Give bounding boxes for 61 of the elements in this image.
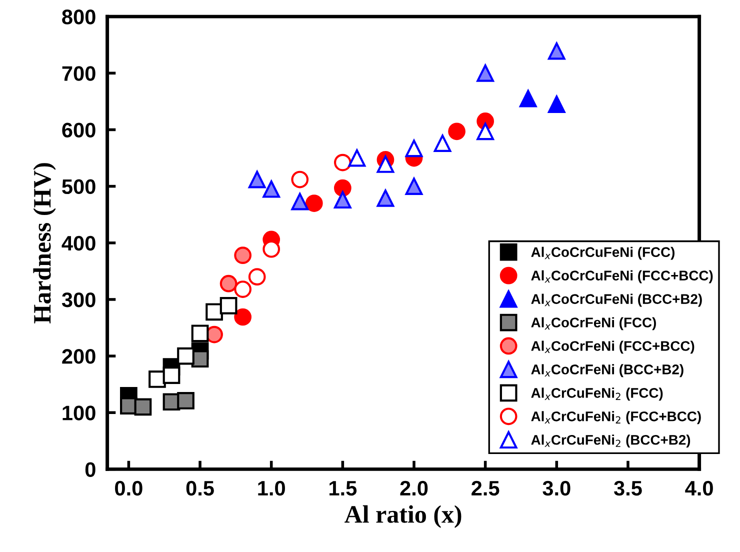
point (262, 180, 280, 198)
point (291, 170, 309, 188)
point (177, 392, 194, 410)
y-tick-label: 300 (62, 292, 96, 308)
point (405, 178, 423, 195)
point (248, 268, 266, 286)
y-tick-label: 600 (62, 122, 96, 138)
point (519, 90, 537, 108)
y-tick-label: 400 (62, 236, 96, 251)
point (234, 308, 252, 326)
point (248, 170, 266, 188)
point (376, 190, 394, 207)
point (305, 194, 323, 212)
point (548, 42, 566, 60)
x-tick-label: 0.5 (186, 480, 214, 496)
legend-label: Al$_{x}$CrCuFeNi$_{2}$ (BCC+B2) (531, 434, 690, 448)
y-tick-label: 700 (62, 66, 96, 81)
point (291, 192, 309, 210)
point (234, 246, 252, 264)
y-tick-label: 500 (62, 179, 96, 194)
point (206, 303, 223, 321)
point (191, 324, 209, 342)
legend-label: Al$_{x}$CrCuFeNi$_{2}$ (FCC+BCC) (531, 411, 701, 424)
x-tick-label: 2.0 (400, 480, 428, 496)
legend-label: Al$_{x}$CoCrFeNi (FCC) (531, 317, 656, 330)
point (348, 149, 366, 167)
point (220, 297, 238, 314)
legend-label: Al$_{x}$CoCrFeNi (FCC+BCC) (531, 340, 694, 354)
point (334, 191, 352, 209)
point (548, 96, 566, 113)
legend-label: Al$_{x}$CoCrFeNi (BCC+B2) (531, 364, 684, 378)
x-axis-title: Al ratio (x) (344, 505, 462, 528)
y-tick-label: 100 (62, 406, 96, 420)
x-tick-label: 0.0 (115, 480, 142, 496)
legend-label: Al$_{x}$CoCrCuFeNi (FCC+BCC) (531, 270, 713, 284)
point (334, 179, 352, 197)
point (476, 64, 494, 82)
point (162, 366, 180, 384)
x-tick-label: 3.5 (614, 480, 642, 496)
legend-label: Al$_{x}$CoCrCuFeNi (BCC+B2) (531, 294, 702, 307)
legend-label: Al$_{x}$CoCrCuFeNi (FCC) (531, 246, 674, 260)
y-tick-label: 800 (62, 10, 96, 24)
x-tick-label: 1.5 (330, 481, 357, 496)
x-tick-label: 1.0 (258, 480, 285, 496)
point (134, 398, 152, 416)
point (448, 122, 466, 140)
point (234, 280, 252, 298)
point (177, 347, 194, 365)
y-tick-label: 200 (62, 349, 96, 364)
y-axis-title: Hardness (HV) (33, 163, 56, 324)
legend-label: Al$_{x}$CrCuFeNi$_{2}$ (FCC) (531, 388, 663, 401)
y-tick-label: 0 (85, 462, 96, 477)
x-tick-label: 2.5 (472, 480, 500, 496)
point (434, 134, 452, 152)
point (376, 156, 394, 173)
point (334, 154, 352, 172)
point (220, 274, 238, 292)
x-tick-label: 3.0 (542, 480, 570, 496)
point (405, 140, 423, 158)
point (476, 122, 494, 140)
x-tick-label: 4.0 (685, 480, 713, 496)
